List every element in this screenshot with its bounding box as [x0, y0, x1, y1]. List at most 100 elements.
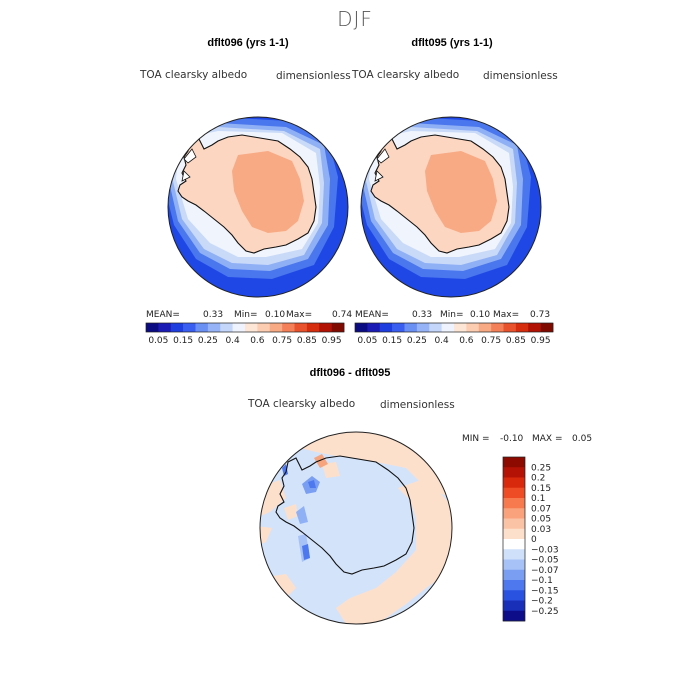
- colorbar-swatch: [245, 323, 258, 332]
- colorbar-swatch: [331, 323, 345, 332]
- colorbar-swatch: [466, 323, 480, 332]
- min-value: 0.10: [265, 310, 285, 320]
- max-value: 0.74: [332, 310, 352, 320]
- min-label: Min=: [234, 310, 258, 320]
- colorbar-tick-label: 0.07: [531, 504, 551, 514]
- colorbar-frame: [502, 456, 526, 622]
- panel-title: dflt096 - dflt095: [310, 367, 391, 379]
- colorbar-swatch: [232, 323, 246, 332]
- colorbar-tick-label: −0.2: [531, 597, 553, 607]
- colorbar-tick-label: −0.1: [531, 576, 553, 586]
- colorbar-swatch: [503, 528, 525, 540]
- min-value: -0.10: [500, 434, 524, 444]
- colorbar: 0.250.20.150.10.070.050.030−0.03−0.05−0.…: [502, 456, 559, 622]
- colorbar-swatch: [503, 498, 525, 509]
- colorbar-swatch: [158, 323, 172, 332]
- colorbar-tick-label: 0.1: [531, 494, 545, 504]
- field-label: TOA clearsky albedo: [139, 69, 247, 81]
- colorbar-swatch: [503, 600, 525, 612]
- units-label: dimensionless: [483, 70, 558, 82]
- min-label: MIN =: [462, 434, 490, 444]
- colorbar-tick-label: 0.15: [173, 336, 193, 346]
- units-label: dimensionless: [380, 399, 455, 411]
- colorbar-tick-label: 0.6: [459, 336, 474, 346]
- colorbar-tick-label: −0.05: [531, 556, 559, 566]
- colorbar-tick-label: 0.4: [225, 336, 240, 346]
- panel-title: dflt095 (yrs 1-1): [411, 37, 493, 49]
- panel-difference: dflt096 - dflt095 TOA clearsky albedo di…: [247, 367, 592, 625]
- colorbar-swatch: [429, 323, 442, 332]
- colorbar-swatch: [355, 323, 368, 332]
- colorbar-tick-label: 0.95: [531, 336, 551, 346]
- min-label: Min=: [440, 310, 464, 320]
- figure-title: DJF: [337, 7, 373, 31]
- colorbar-swatch: [503, 549, 525, 560]
- colorbar-swatch: [503, 477, 525, 489]
- colorbar-swatch: [503, 518, 525, 530]
- colorbar-swatch: [170, 323, 184, 332]
- colorbar-swatch: [220, 323, 233, 332]
- high-albedo-plateau: [232, 151, 304, 233]
- colorbar-tick-label: 0.03: [531, 525, 551, 535]
- colorbar-swatch: [454, 323, 467, 332]
- colorbar-swatch: [491, 323, 504, 332]
- colorbar-swatch: [540, 323, 554, 332]
- units-label: dimensionless: [276, 70, 351, 82]
- colorbar-swatch: [515, 323, 529, 332]
- colorbar-tick-label: −0.07: [531, 566, 559, 576]
- colorbar-swatch: [503, 457, 525, 468]
- colorbar: 0.05 0.15 0.25 0.4 0.6 0.75 0.85 0.95: [145, 322, 345, 346]
- colorbar-tick-label: 0.2: [531, 474, 545, 484]
- colorbar-swatch: [319, 323, 332, 332]
- colorbar: 0.05 0.15 0.25 0.4 0.6 0.75 0.85 0.95: [354, 322, 554, 346]
- colorbar-tick-label: 0.05: [148, 336, 168, 346]
- field-label: TOA clearsky albedo: [351, 69, 459, 81]
- max-label: Max=: [286, 310, 312, 320]
- colorbar-swatch: [146, 323, 159, 332]
- colorbar-swatch: [478, 323, 492, 332]
- map-border: [259, 431, 453, 625]
- colorbar-swatch: [379, 323, 393, 332]
- colorbar-swatch: [416, 323, 430, 332]
- mean-label: MEAN=: [146, 310, 180, 320]
- colorbar-swatch: [503, 580, 525, 591]
- colorbar-swatch: [503, 323, 517, 332]
- colorbar-swatch: [503, 559, 525, 571]
- colorbar-swatch: [503, 610, 525, 622]
- max-label: MAX =: [532, 434, 563, 444]
- mean-value: 0.33: [412, 310, 432, 320]
- colorbar-tick-label: 0.6: [250, 336, 265, 346]
- colorbar-tick-label: 0.4: [434, 336, 449, 346]
- colorbar-tick-label: 0.05: [357, 336, 377, 346]
- colorbar-frame: [145, 322, 345, 333]
- colorbar-swatch: [503, 508, 525, 519]
- colorbar-tick-label: −0.25: [531, 607, 559, 617]
- colorbar-tick-label: 0.95: [322, 336, 342, 346]
- max-label: Max=: [493, 310, 519, 320]
- polar-map: [260, 432, 452, 624]
- mean-value: 0.33: [203, 310, 223, 320]
- colorbar-swatch: [503, 487, 525, 499]
- colorbar-swatch: [441, 323, 455, 332]
- colorbar-swatch: [257, 323, 271, 332]
- panel-dflt095: dflt095 (yrs 1-1) TOA clearsky albedo di…: [351, 37, 558, 346]
- colorbar-frame: [354, 322, 554, 333]
- colorbar-tick-label: −0.15: [531, 586, 559, 596]
- colorbar-swatch: [306, 323, 320, 332]
- colorbar-swatch: [294, 323, 308, 332]
- panel-title: dflt096 (yrs 1-1): [207, 37, 289, 49]
- colorbar-swatch: [269, 323, 283, 332]
- colorbar-tick-label: 0.75: [272, 336, 292, 346]
- colorbar-swatch: [503, 467, 525, 478]
- max-value: 0.73: [530, 310, 550, 320]
- map-border: [360, 116, 542, 298]
- positive-anomaly-core: [314, 454, 328, 468]
- min-value: 0.10: [470, 310, 490, 320]
- colorbar-tick-label: 0.25: [407, 336, 427, 346]
- colorbar-swatch: [207, 323, 221, 332]
- panel-dflt096: dflt096 (yrs 1-1) TOA clearsky albedo di…: [139, 37, 352, 346]
- colorbar-swatch: [528, 323, 541, 332]
- colorbar-swatch: [392, 323, 405, 332]
- colorbar-tick-label: 0.15: [531, 484, 551, 494]
